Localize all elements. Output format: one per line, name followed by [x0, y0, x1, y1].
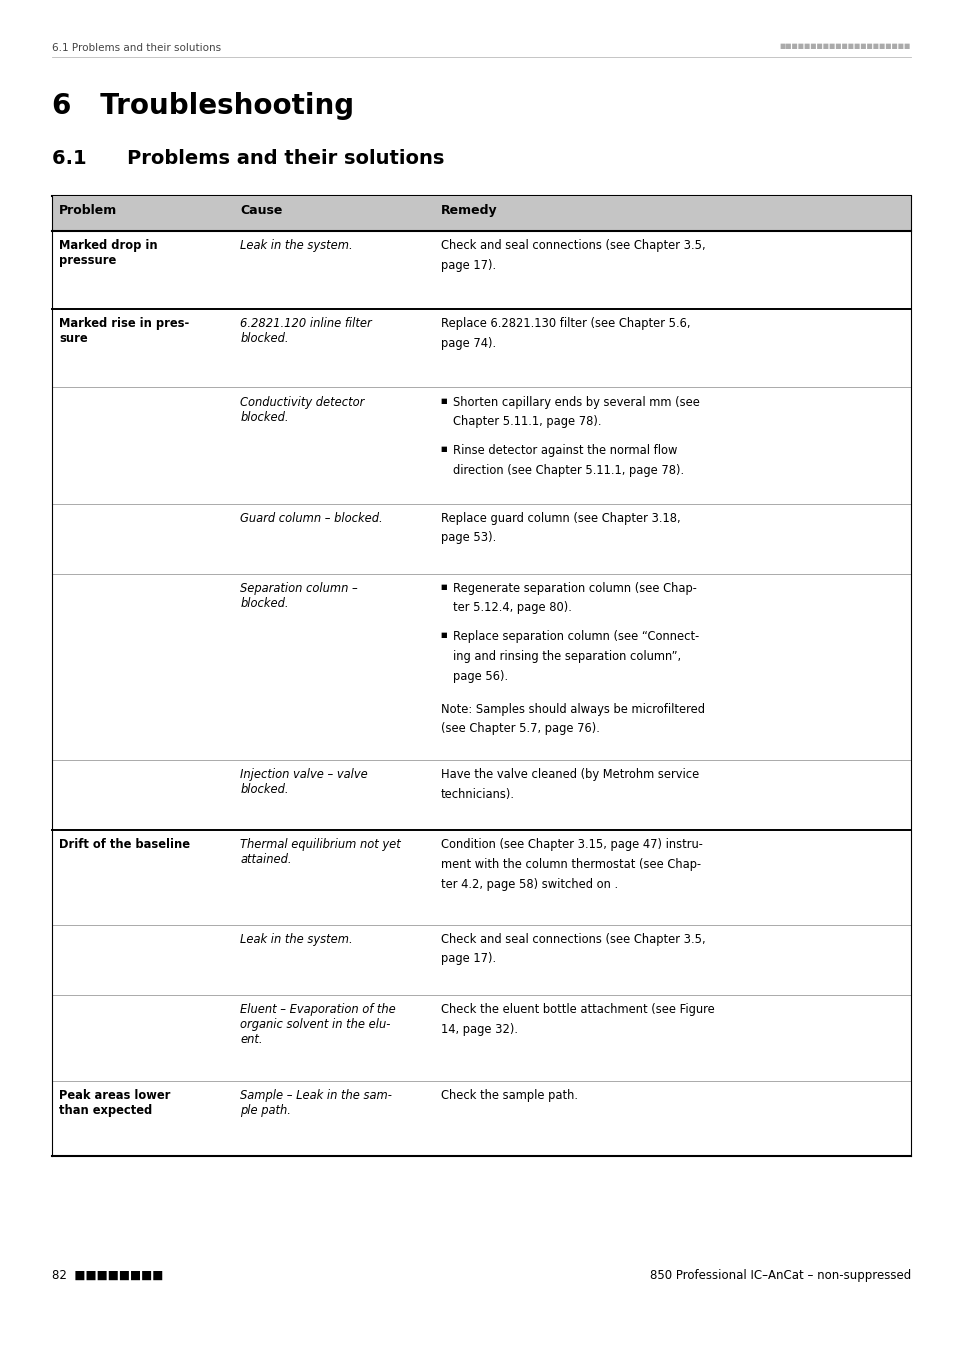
Text: Check and seal connections (see Chapter 3.5,: Check and seal connections (see Chapter … [440, 239, 704, 252]
Text: Marked drop in
pressure: Marked drop in pressure [59, 239, 157, 267]
Text: Replace separation column (see “Connect-: Replace separation column (see “Connect- [453, 630, 699, 644]
Text: page 17).: page 17). [440, 259, 496, 271]
Text: Regenerate separation column (see Chap-: Regenerate separation column (see Chap- [453, 582, 697, 595]
Text: Peak areas lower
than expected: Peak areas lower than expected [59, 1089, 171, 1118]
Text: 14, page 32).: 14, page 32). [440, 1023, 517, 1035]
Text: Guard column – blocked.: Guard column – blocked. [240, 512, 383, 525]
Text: 850 Professional IC–AnCat – non-suppressed: 850 Professional IC–AnCat – non-suppress… [649, 1269, 910, 1282]
Text: Have the valve cleaned (by Metrohm service: Have the valve cleaned (by Metrohm servi… [440, 768, 699, 782]
Text: Sample – Leak in the sam-
ple path.: Sample – Leak in the sam- ple path. [240, 1089, 392, 1118]
Text: page 56).: page 56). [453, 670, 508, 683]
Text: ■: ■ [440, 398, 447, 404]
Text: ter 4.2, page 58) switched on .: ter 4.2, page 58) switched on . [440, 878, 618, 891]
Text: ment with the column thermostat (see Chap-: ment with the column thermostat (see Cha… [440, 859, 700, 871]
Text: Marked rise in pres-
sure: Marked rise in pres- sure [59, 317, 190, 346]
Bar [52, 196, 910, 231]
Text: Shorten capillary ends by several mm (see: Shorten capillary ends by several mm (se… [453, 396, 700, 409]
Text: Check the eluent bottle attachment (see Figure: Check the eluent bottle attachment (see … [440, 1003, 714, 1017]
Text: Drift of the baseline: Drift of the baseline [59, 838, 190, 852]
Text: Condition (see Chapter 3.15, page 47) instru-: Condition (see Chapter 3.15, page 47) in… [440, 838, 702, 852]
Text: Remedy: Remedy [440, 204, 497, 217]
Text: ter 5.12.4, page 80).: ter 5.12.4, page 80). [453, 602, 572, 614]
Text: Note: Samples should always be microfiltered: Note: Samples should always be microfilt… [440, 703, 704, 716]
Text: page 74).: page 74). [440, 338, 496, 350]
Text: page 53).: page 53). [440, 532, 496, 544]
Text: ■: ■ [440, 447, 447, 452]
Text: 6.2821.120 inline filter
blocked.: 6.2821.120 inline filter blocked. [240, 317, 372, 346]
Text: 82  ■■■■■■■■: 82 ■■■■■■■■ [52, 1269, 164, 1282]
Text: 6   Troubleshooting: 6 Troubleshooting [52, 92, 355, 120]
Text: Leak in the system.: Leak in the system. [240, 933, 353, 946]
Text: Rinse detector against the normal flow: Rinse detector against the normal flow [453, 444, 677, 458]
Text: Replace guard column (see Chapter 3.18,: Replace guard column (see Chapter 3.18, [440, 512, 679, 525]
Text: ■■■■■■■■■■■■■■■■■■■■■: ■■■■■■■■■■■■■■■■■■■■■ [779, 43, 910, 49]
Text: ing and rinsing the separation column”,: ing and rinsing the separation column”, [453, 651, 680, 663]
Text: Leak in the system.: Leak in the system. [240, 239, 353, 252]
Text: Check the sample path.: Check the sample path. [440, 1089, 578, 1103]
Text: Cause: Cause [240, 204, 282, 217]
Text: (see Chapter 5.7, page 76).: (see Chapter 5.7, page 76). [440, 722, 599, 736]
Text: Conductivity detector
blocked.: Conductivity detector blocked. [240, 396, 364, 424]
Text: Replace 6.2821.130 filter (see Chapter 5.6,: Replace 6.2821.130 filter (see Chapter 5… [440, 317, 690, 331]
Text: 6.1      Problems and their solutions: 6.1 Problems and their solutions [52, 148, 444, 167]
Text: direction (see Chapter 5.11.1, page 78).: direction (see Chapter 5.11.1, page 78). [453, 464, 683, 477]
Text: Thermal equilibrium not yet
attained.: Thermal equilibrium not yet attained. [240, 838, 401, 867]
Text: Eluent – Evaporation of the
organic solvent in the elu-
ent.: Eluent – Evaporation of the organic solv… [240, 1003, 395, 1046]
Text: Separation column –
blocked.: Separation column – blocked. [240, 582, 357, 610]
Text: 6.1 Problems and their solutions: 6.1 Problems and their solutions [52, 43, 221, 53]
Text: page 17).: page 17). [440, 953, 496, 965]
Text: ■: ■ [440, 585, 447, 590]
Text: Problem: Problem [59, 204, 117, 217]
Text: Check and seal connections (see Chapter 3.5,: Check and seal connections (see Chapter … [440, 933, 704, 946]
Text: technicians).: technicians). [440, 788, 515, 801]
Text: Injection valve – valve
blocked.: Injection valve – valve blocked. [240, 768, 368, 796]
Text: Chapter 5.11.1, page 78).: Chapter 5.11.1, page 78). [453, 416, 601, 428]
Text: ■: ■ [440, 633, 447, 639]
